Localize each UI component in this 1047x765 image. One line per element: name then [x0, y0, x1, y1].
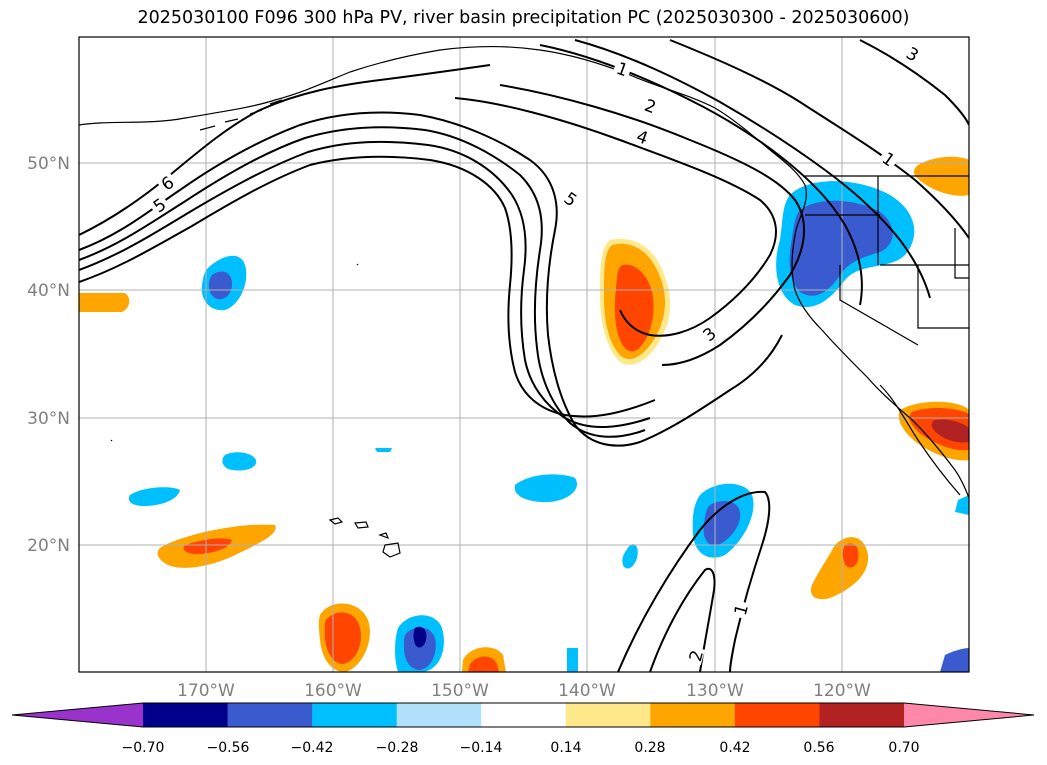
colorbar-tick-label: 0.28 — [634, 740, 665, 756]
neg-blob-bottom-5 — [940, 648, 969, 672]
pos-blob-west-edge — [79, 293, 130, 312]
colorbar-cells — [143, 703, 905, 727]
pv-label: 2 — [686, 648, 708, 664]
lon-tick-label: 130°W — [686, 681, 744, 701]
colorbar-cell — [565, 703, 651, 727]
colorbar-cell — [819, 703, 905, 727]
colorbar-cell — [734, 703, 820, 727]
lat-tick-label: 30°N — [27, 409, 70, 429]
lat-tick-label: 50°N — [27, 154, 70, 174]
pos-blob-baja-peak — [931, 419, 969, 443]
lon-tick-labels: 170°W 160°W 150°W 140°W 130°W 120°W — [177, 681, 871, 701]
colorbar-tick-label: 0.42 — [719, 740, 750, 756]
neg-blob-pnw-core — [789, 200, 893, 296]
figure-title: 2025030100 F096 300 hPa PV, river basin … — [137, 8, 910, 28]
graticule — [79, 37, 969, 672]
neg-blob-small-1 — [222, 452, 257, 471]
colorbar-tick-label: −0.14 — [460, 740, 503, 756]
colorbar-outline — [11, 702, 1035, 728]
lat-tick-label: 40°N — [27, 281, 70, 301]
pos-blob-165w-core — [183, 538, 232, 555]
colorbar-cell — [312, 703, 398, 727]
colorbar-cell — [143, 703, 229, 727]
colorbar-cell — [481, 703, 567, 727]
colorbar-tick-label: 0.70 — [888, 740, 919, 756]
colorbar-underflow-arrow — [12, 703, 143, 727]
colorbar-tick-label: −0.70 — [122, 740, 165, 756]
lon-tick-label: 140°W — [558, 681, 616, 701]
neg-blob-bottom-4 — [567, 648, 578, 672]
colorbar-tick-label: 0.56 — [803, 740, 834, 756]
map-frame — [78, 36, 970, 673]
colorbar-tick-labels: −0.70 −0.56 −0.42 −0.28 −0.14 0.14 0.28 … — [122, 740, 920, 756]
neg-blob-bottom-2-core — [404, 627, 436, 670]
map-content: 1 2 4 5 6 5 3 3 1 1 2 — [79, 37, 969, 672]
colorbar-tick-label: −0.28 — [376, 740, 419, 756]
colorbar-overflow-arrow — [904, 703, 1034, 727]
lat-tick-labels: 50°N 40°N 30°N 20°N — [27, 154, 70, 556]
pv-contour-label-group: 1 2 4 5 6 5 3 3 1 1 2 — [146, 40, 925, 666]
pos-blob-bottom-1-core — [324, 612, 361, 664]
colorbar: −0.70 −0.56 −0.42 −0.28 −0.14 0.14 0.28 … — [11, 702, 1035, 756]
colorbar-cell — [396, 703, 482, 727]
colorbar-tick-label: −0.42 — [291, 740, 334, 756]
colorbar-tick-label: −0.56 — [207, 740, 250, 756]
lon-tick-label: 150°W — [431, 681, 489, 701]
pos-blob-118w-core — [842, 543, 859, 568]
precip-anomaly-shading — [79, 156, 969, 672]
pv-label: 1 — [731, 602, 753, 618]
neg-blob-small-3 — [514, 474, 578, 503]
lon-tick-label: 160°W — [304, 681, 362, 701]
colorbar-cell — [650, 703, 736, 727]
neg-blob-small-4 — [375, 448, 392, 452]
neg-blob-170w-core — [208, 271, 232, 300]
colorbar-tick-label: 0.14 — [550, 740, 581, 756]
neg-blob-small-2 — [128, 487, 180, 506]
neg-blob-small-5 — [622, 544, 638, 569]
neg-blob-bottom-2-peak — [413, 626, 427, 648]
colorbar-cell — [227, 703, 313, 727]
lon-tick-label: 120°W — [813, 681, 871, 701]
pos-blob-bottom-3-core — [468, 656, 499, 672]
pos-blob-center-core — [614, 264, 654, 352]
lon-tick-label: 170°W — [177, 681, 235, 701]
neg-blob-se — [955, 495, 969, 515]
neg-blob-130w-core — [703, 500, 741, 546]
lat-tick-label: 20°N — [27, 536, 70, 556]
